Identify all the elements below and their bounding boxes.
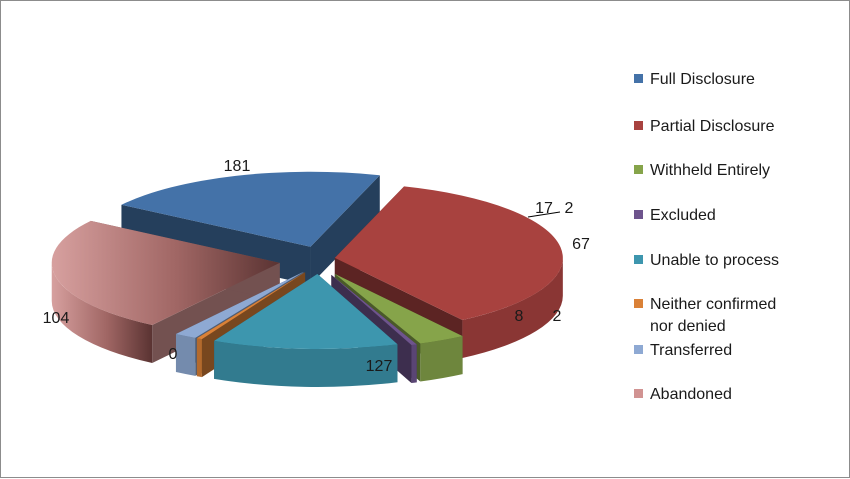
slice-side (51, 262, 153, 363)
pie-slices (51, 171, 563, 387)
data-label-neither-confirmed-nor-denied: 2 (553, 308, 562, 325)
legend-label: Unable to process (650, 252, 779, 269)
slice-unable-to-process (214, 273, 398, 387)
slice-side (196, 338, 202, 378)
legend-swatch (634, 165, 643, 174)
legend-item-partial-disclosure: Partial Disclosure (634, 118, 775, 135)
leader-line (527, 211, 561, 218)
legend-swatch (634, 389, 643, 398)
legend-label: Full Disclosure (650, 71, 755, 88)
legend-label: Transferred (650, 342, 732, 359)
slice-top (334, 186, 563, 321)
slice-abandoned (51, 220, 280, 363)
legend-swatch (634, 255, 643, 264)
data-label-abandoned: 127 (366, 358, 393, 375)
legend-swatch (634, 74, 643, 83)
slice-top (214, 273, 398, 349)
data-label-transferred: 8 (515, 308, 524, 325)
slice-wall (310, 175, 380, 285)
legend-swatch (634, 210, 643, 219)
legend-label: Neither confirmed (650, 296, 776, 313)
legend-item-full-disclosure: Full Disclosure (634, 71, 755, 88)
slice-side (214, 340, 398, 387)
legend-label: Withheld Entirely (650, 162, 770, 179)
data-label-zero: 0 (169, 346, 178, 363)
slice-top (175, 271, 304, 338)
data-labels: 104 181 17 2 67 2 8 127 0 (43, 158, 590, 375)
data-label-unable-to-process: 67 (572, 236, 590, 253)
legend-label: Excluded (650, 207, 716, 224)
legend-item-unable-to-process: Unable to process (634, 252, 779, 269)
data-label-withheld-entirely: 17 (535, 200, 553, 217)
data-label-full-disclosure: 104 (43, 310, 70, 327)
slice-top (334, 274, 463, 344)
legend-swatch (634, 121, 643, 130)
legend-label: Partial Disclosure (650, 118, 775, 135)
legend-item-excluded: Excluded (634, 207, 716, 224)
legend-swatch (634, 345, 643, 354)
slice-top (331, 274, 417, 346)
slice-side (462, 257, 563, 359)
slice-top (51, 220, 280, 325)
slice-side (175, 334, 196, 376)
slice-top (121, 171, 380, 247)
legend-item-withheld-entirely: Withheld Entirely (634, 162, 770, 179)
data-label-excluded: 2 (565, 200, 574, 217)
legend: Full Disclosure Partial Disclosure Withhel… (634, 71, 779, 403)
legend-label: nor denied (650, 318, 726, 335)
legend-item-neither-confirmed-nor-denied: Neither confirmed nor denied (634, 296, 776, 335)
data-label-partial-disclosure: 181 (224, 158, 251, 175)
legend-swatch (634, 299, 643, 308)
slice-side (411, 344, 417, 384)
slice-side (420, 336, 463, 382)
legend-label: Abandoned (650, 386, 732, 403)
legend-item-transferred: Transferred (634, 342, 732, 359)
slice-top (196, 272, 306, 340)
legend-item-abandoned: Abandoned (634, 386, 732, 403)
